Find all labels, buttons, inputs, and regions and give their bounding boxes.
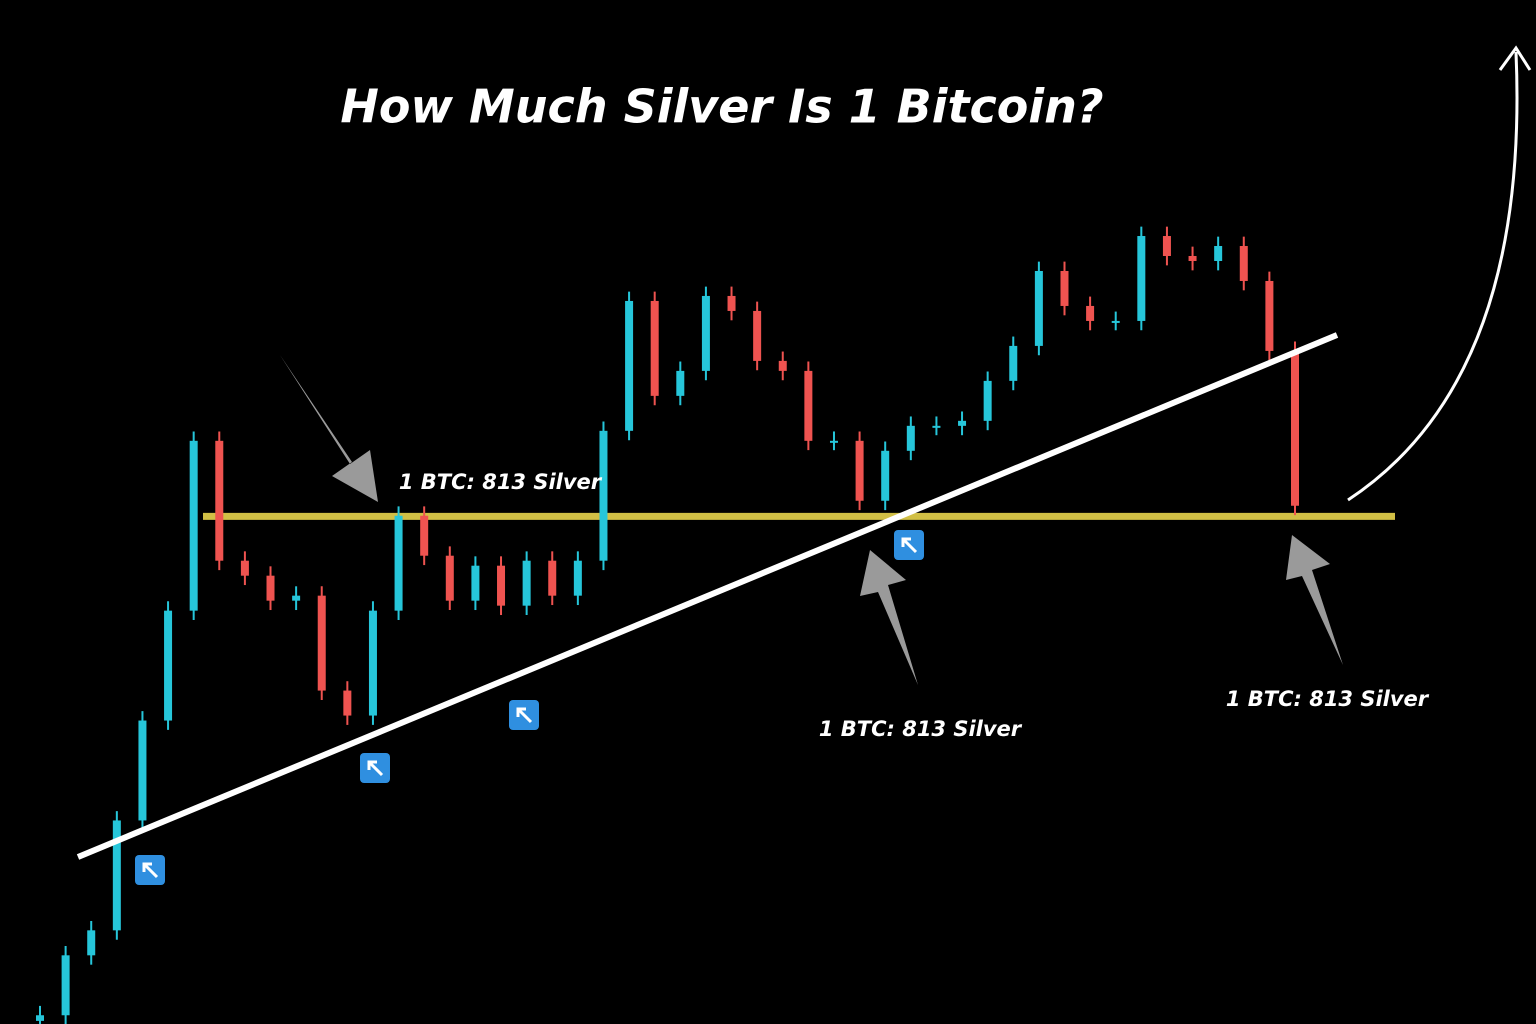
candles [36, 226, 1395, 1024]
candle-body [112, 820, 121, 931]
candle-body [471, 565, 480, 601]
candle-body [1009, 345, 1018, 381]
candle-body [1111, 320, 1120, 323]
candle-body [138, 720, 147, 821]
candle-body [1214, 246, 1223, 261]
candle-body [676, 370, 685, 396]
annotation: 1 BTC: 813 Silver [819, 717, 1023, 741]
candle-body [1291, 350, 1299, 506]
candle-body [61, 955, 70, 1016]
candle-body [87, 930, 96, 956]
candle-body [906, 425, 915, 451]
candle-body [804, 370, 813, 441]
candle-body [343, 690, 352, 716]
gray-arrow [860, 550, 918, 685]
candle-body [778, 360, 787, 371]
candle-body [292, 595, 301, 601]
level-label: 1 BTC: 813 Silver [399, 470, 603, 494]
gray-arrow [1286, 535, 1343, 665]
candle-body [368, 610, 377, 716]
candle-body [420, 515, 429, 556]
candle-body [240, 560, 249, 576]
candle-body [599, 430, 608, 561]
candle-body [164, 610, 173, 721]
chart-title: How Much Silver Is 1 Bitcoin? [340, 80, 1103, 134]
candle-body [1162, 236, 1171, 256]
candle-body [266, 575, 275, 601]
candle-body [497, 565, 506, 606]
gray-arrow [280, 355, 378, 502]
trend-line [76, 332, 1339, 860]
candle-body [1034, 270, 1043, 346]
candle-body [1265, 280, 1274, 351]
candle-body [573, 560, 582, 596]
candle-body [1239, 246, 1248, 281]
curved-arrow [1347, 51, 1519, 502]
arrow-head [1498, 45, 1532, 71]
candle-body [317, 595, 326, 691]
candle-body [1188, 256, 1197, 261]
candle-body [625, 300, 634, 431]
candle-body [445, 555, 454, 601]
candle-body [932, 425, 941, 428]
marker-icons [135, 530, 924, 885]
candle-body [1086, 305, 1095, 321]
candle-body [215, 440, 224, 561]
candle-body [1060, 270, 1069, 306]
candle-body [958, 420, 967, 426]
candle-body [650, 300, 659, 396]
candle-body [394, 515, 403, 611]
candle-body [701, 295, 710, 371]
candle-body [522, 560, 531, 606]
candle-body [855, 440, 864, 501]
candle-body [189, 440, 198, 611]
candle-body [753, 310, 762, 361]
candle-body [36, 1015, 44, 1021]
candle-body [983, 380, 992, 421]
candle-body [1137, 236, 1146, 321]
candle-body [548, 560, 557, 596]
candle-body [881, 450, 890, 501]
candle-body [829, 440, 838, 443]
annotation: 1 BTC: 813 Silver [1226, 687, 1430, 711]
candle-body [727, 295, 736, 311]
